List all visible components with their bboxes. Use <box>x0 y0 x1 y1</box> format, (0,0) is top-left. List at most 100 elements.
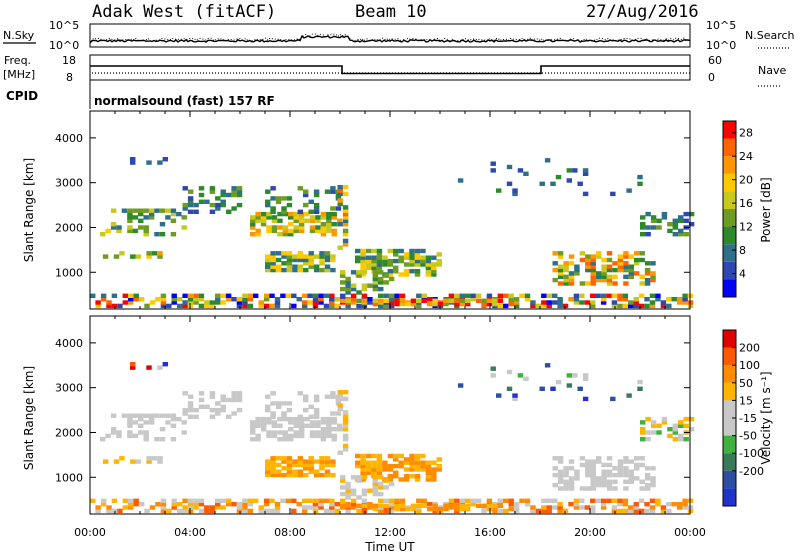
velocity-cell <box>552 505 558 510</box>
velocity-cell <box>365 463 372 469</box>
velocity-cell <box>596 459 602 464</box>
power-cell <box>365 255 372 260</box>
velocity-cell <box>612 486 618 491</box>
velocity-cell <box>122 505 129 510</box>
velocity-cell <box>324 472 331 478</box>
velocity-cell <box>425 470 432 475</box>
power-colorbar-segment <box>723 209 736 227</box>
power-cell <box>280 293 286 298</box>
velocity-cell <box>568 466 575 471</box>
velocity-cell <box>271 430 278 435</box>
power-cell <box>568 297 574 302</box>
velocity-cell <box>420 453 426 459</box>
velocity-cell <box>303 466 309 471</box>
power-cell <box>342 205 349 210</box>
velocity-cell <box>508 498 514 503</box>
power-cell <box>656 225 662 230</box>
power-cell <box>552 300 558 305</box>
power-cell <box>361 270 368 275</box>
velocity-cell <box>209 394 216 399</box>
power-cell <box>258 303 264 309</box>
velocity-cell <box>623 459 629 464</box>
power-cell <box>350 286 357 292</box>
velocity-cell <box>291 508 297 514</box>
velocity-cell <box>308 462 314 468</box>
velocity-colorbar-tick-label: -50 <box>739 430 757 443</box>
power-cell <box>292 264 298 269</box>
x-tick-label: 00:00 <box>74 526 106 539</box>
power-cell <box>566 168 573 173</box>
power-cell <box>143 208 149 213</box>
velocity-cell <box>133 502 139 507</box>
velocity-cell <box>258 508 264 514</box>
power-cell <box>513 297 520 302</box>
power-cell <box>687 293 694 298</box>
power-cell <box>638 303 645 309</box>
velocity-ytick-label: 2000 <box>55 426 83 439</box>
velocity-cell <box>405 506 411 512</box>
velocity-cell <box>312 508 319 514</box>
velocity-colorbar-segment <box>723 382 736 401</box>
velocity-cell <box>644 466 651 471</box>
power-cell <box>171 300 177 305</box>
velocity-cell <box>132 433 139 439</box>
power-cell <box>365 265 372 270</box>
power-cell <box>410 298 417 303</box>
velocity-cell <box>309 430 316 435</box>
power-cell <box>661 215 668 220</box>
velocity-cell <box>590 482 596 488</box>
velocity-cell <box>443 503 449 508</box>
velocity-cell <box>324 456 331 461</box>
velocity-cell <box>165 413 171 418</box>
velocity-cell <box>100 502 107 507</box>
power-cell <box>606 251 613 256</box>
velocity-cell <box>255 433 261 439</box>
power-cell <box>503 293 509 298</box>
power-cell <box>297 254 304 259</box>
velocity-cell <box>143 420 149 425</box>
power-cell <box>313 264 320 269</box>
power-cell <box>360 262 366 267</box>
power-cell <box>293 228 299 234</box>
velocity-cell <box>302 508 308 514</box>
velocity-cell <box>425 467 432 472</box>
velocity-cell <box>530 508 536 514</box>
power-cell <box>334 297 341 302</box>
velocity-cell <box>187 394 194 399</box>
power-cell <box>606 264 613 269</box>
velocity-cell <box>288 427 294 432</box>
power-cell <box>356 290 362 295</box>
power-cell <box>160 300 167 305</box>
velocity-cell <box>265 394 271 399</box>
power-cell <box>650 215 657 220</box>
power-cell <box>127 225 133 230</box>
power-cell <box>181 215 187 220</box>
velocity-cell <box>298 420 305 425</box>
velocity-cell <box>409 463 415 469</box>
velocity-cell <box>371 453 377 459</box>
velocity-cell <box>687 508 694 514</box>
velocity-cell <box>288 437 294 442</box>
velocity-cell <box>409 474 415 479</box>
velocity-cell <box>263 502 270 507</box>
velocity-cell <box>606 479 613 484</box>
velocity-cell <box>376 457 383 462</box>
velocity-cell <box>271 420 278 425</box>
power-cell <box>308 199 314 204</box>
velocity-cell <box>563 472 569 478</box>
power-cell <box>220 202 226 208</box>
power-cell <box>356 303 362 309</box>
velocity-cell <box>590 462 596 468</box>
velocity-cell <box>584 505 591 510</box>
power-cell <box>387 248 394 254</box>
velocity-cell <box>215 502 221 507</box>
power-cell <box>425 272 432 277</box>
power-cell <box>403 262 410 267</box>
power-cell <box>187 293 194 298</box>
velocity-cell <box>318 502 324 507</box>
velocity-cell <box>275 462 282 468</box>
velocity-cell <box>566 383 573 388</box>
velocity-cell <box>601 479 607 484</box>
power-cell <box>263 297 270 302</box>
